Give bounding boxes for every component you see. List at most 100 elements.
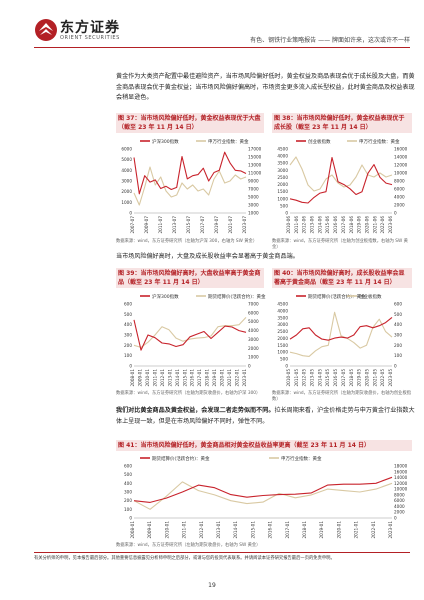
right-tick-label: 6000 [248, 310, 259, 315]
left-tick-label: 300 [124, 490, 132, 495]
header-divider [34, 47, 410, 48]
series-line [133, 476, 393, 503]
left-tick-label: 0 [285, 211, 288, 216]
right-tick-label: 4000 [394, 195, 405, 200]
right-tick-label: 9000 [248, 179, 259, 184]
right-tick-label: 14000 [394, 155, 408, 160]
figure-40-chart: 期货结算价(活跃合约)：黄金创业板指数050010001500200025003… [277, 293, 402, 387]
left-tick-label: 6000 [121, 147, 132, 152]
left-tick-label: 500 [280, 203, 288, 208]
x-tick-label: 2015-01 [182, 369, 187, 387]
x-tick-label: 2014-06 [317, 216, 322, 234]
x-tick-label: 2015-01 [250, 521, 255, 539]
x-tick-label: 2021-05 [372, 369, 377, 387]
legend-label: 创业板指数 [308, 138, 331, 145]
paragraph-3-body: 拉长周期来看，沪金价格走势与申万黄金行业指数大体上呈现一致，但是在市场风险偏好不… [116, 407, 415, 425]
left-tick-label: 1000 [277, 350, 288, 355]
x-tick-label: 2013-01 [216, 521, 221, 539]
x-tick-label: 2012-05 [302, 369, 307, 387]
company-name-en: ORIENT SECURITIES [60, 35, 120, 41]
right-tick-label: 0 [394, 516, 397, 521]
legend-label: 申万行业指数：黄金 [208, 138, 249, 145]
x-tick-label: 2019-05 [357, 369, 362, 387]
series-line [133, 319, 247, 351]
figure-39-source: 数据来源：wind，东方证券研究所（左轴为期货收盘价，右轴为沪深 300） [116, 391, 261, 396]
left-tick-label: 3000 [277, 322, 288, 327]
intro-paragraph: 黄金作为大类资产配置中最佳避险资产，当市场风险偏好低时，黄金权益及商品表现会优于… [116, 73, 415, 101]
x-tick-label: 2017-01 [285, 521, 290, 539]
left-tick-label: 200 [124, 498, 132, 503]
left-tick-label: 2000 [277, 336, 288, 341]
x-tick-label: 2009-07 [144, 216, 149, 234]
footer-divider [34, 552, 410, 553]
figure-40-source: 数据来源：wind，东方证券研究所（左轴为期货收盘价，右轴为创业板指数） [272, 391, 412, 402]
right-tick-label: 600 [394, 302, 402, 307]
x-tick-label: 2017-05 [341, 369, 346, 387]
company-name: 东方证券 [60, 20, 120, 36]
x-tick-label: 2016-01 [190, 369, 195, 387]
right-tick-label: 0 [248, 364, 251, 369]
x-tick-label: 2023-05 [388, 369, 393, 387]
right-tick-label: 8000 [394, 179, 405, 184]
figure-38-chart: 创业板指数 申万行业指数：黄金 0 500 1000 1500 2000 2500 3000 35… [277, 138, 408, 234]
x-tick-label: 2013-07 [172, 216, 177, 234]
legend-label: 沪深300指数 [152, 293, 179, 300]
figure-37-title: 图 37：当市场风险偏好低时，黄金权益表现优于大盘（截至 23 年 11 月 1… [116, 113, 264, 133]
figure-40-title: 图 40：当市场风险偏好高时，成长股收益率会显著高于黄金商品（截至 23 年 1… [272, 268, 412, 288]
x-tick-label: 2019-07 [214, 216, 219, 234]
right-tick-label: 17000 [248, 147, 262, 152]
left-tick-label: 500 [124, 312, 132, 317]
x-tick-label: 2013-05 [310, 369, 315, 387]
series-line [133, 481, 393, 510]
left-tick-label: 0 [285, 364, 288, 369]
figure-37-source: 数据来源：wind，东方证券研究所（左轴为沪深 300，右轴为 SW 黄金） [116, 239, 258, 244]
left-tick-label: 2000 [121, 189, 132, 194]
right-tick-label: 15000 [248, 155, 262, 160]
x-tick-label: 2013-01 [167, 369, 172, 387]
left-tick-label: 1000 [277, 196, 288, 201]
right-tick-label: 2000 [248, 346, 259, 351]
right-tick-label: 300 [394, 333, 402, 338]
x-tick-label: 2019-06 [357, 216, 362, 234]
left-tick-label: 100 [124, 507, 132, 512]
right-tick-label: 0 [394, 364, 397, 369]
left-tick-label: 1500 [277, 189, 288, 194]
right-tick-label: 16000 [394, 469, 408, 474]
right-tick-label: 6000 [394, 187, 405, 192]
paragraph-3: 我们对比黄金商品及黄金权益，会发现二者走势似而不同。拉长周期来看，沪金价格走势与… [116, 406, 416, 427]
x-tick-label: 2008-01 [130, 521, 135, 539]
left-tick-label: 600 [124, 464, 132, 469]
page-header: 东方证券 ORIENT SECURITIES 有色、钢铁行业策略报告 —— 牌面… [0, 0, 424, 58]
x-tick-label: 2018-05 [349, 369, 354, 387]
x-tick-label: 2022-01 [371, 521, 376, 539]
left-tick-label: 600 [124, 302, 132, 307]
left-tick-label: 400 [124, 481, 132, 486]
right-tick-label: 14000 [394, 475, 408, 480]
x-tick-label: 2017-06 [341, 216, 346, 234]
right-tick-label: 500 [394, 312, 402, 317]
series-line [133, 151, 247, 195]
x-tick-label: 2010-01 [145, 369, 150, 387]
x-tick-label: 2023-06 [388, 216, 393, 234]
x-tick-label: 2021-06 [372, 216, 377, 234]
right-tick-label: 1000 [248, 211, 259, 216]
left-tick-label: 3500 [277, 315, 288, 320]
x-tick-label: 2012-01 [160, 369, 165, 387]
right-tick-label: 400 [394, 322, 402, 327]
x-tick-label: 2007-07 [130, 216, 135, 234]
left-tick-label: 4500 [277, 147, 288, 152]
right-tick-label: 16000 [394, 147, 408, 152]
left-tick-label: 400 [124, 322, 132, 327]
right-tick-label: 4000 [394, 504, 405, 509]
right-tick-label: 12000 [394, 481, 408, 486]
left-tick-label: 4000 [277, 154, 288, 159]
x-tick-label: 2009-01 [147, 521, 152, 539]
right-tick-label: 100 [394, 353, 402, 358]
left-tick-label: 0 [129, 516, 132, 521]
x-tick-label: 2020-06 [364, 216, 369, 234]
right-tick-label: 3000 [248, 337, 259, 342]
right-tick-label: 7000 [248, 302, 259, 307]
paragraph-3-lead: 我们对比黄金商品及黄金权益，会发现二者走势似而不同。 [116, 407, 275, 414]
right-tick-label: 18000 [394, 464, 408, 469]
series-line [289, 311, 393, 357]
